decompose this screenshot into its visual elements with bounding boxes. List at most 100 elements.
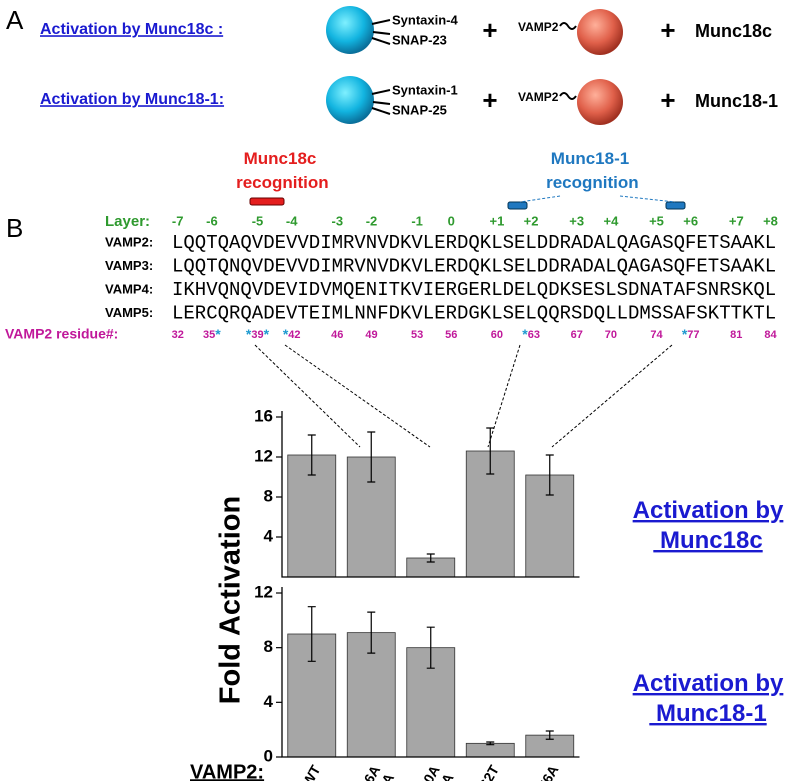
sequence: LQQTQNQVDEVVDIMRVNVDKVLERDQKLSELDDRADALQ… xyxy=(172,256,776,278)
y-tick-label: 4 xyxy=(264,692,274,711)
residue-number: 67 xyxy=(571,329,583,341)
x-tick-label: WT xyxy=(299,762,324,781)
layer-number: +6 xyxy=(683,213,698,228)
syntaxin-label: Syntaxin-4 xyxy=(392,12,459,27)
recognition-label: Munc18c recognition xyxy=(231,149,328,192)
sequence: LERCQRQADEVTEIMLNNFDKVLERDGKLSELQQRSDQLL… xyxy=(172,303,776,325)
chart-title: Activation by Munc18-1 xyxy=(633,670,784,727)
recognition-site xyxy=(665,201,686,210)
snap-label: SNAP-25 xyxy=(392,102,447,117)
error-bar xyxy=(367,611,376,654)
layer-number: +5 xyxy=(649,213,664,228)
y-tick-label: 4 xyxy=(264,526,274,545)
residue-number: 56 xyxy=(445,329,457,341)
layer-number: +2 xyxy=(524,213,539,228)
y-tick-label: 12 xyxy=(254,446,273,465)
y-tick-label: 16 xyxy=(254,406,273,425)
activation-title: Activation by Munc18c : xyxy=(40,21,223,38)
plus: + xyxy=(482,85,497,115)
y-tick-label: 0 xyxy=(264,746,273,765)
vamp-label: VAMP2 xyxy=(518,20,559,34)
layer-number: +1 xyxy=(489,213,504,228)
layer-number: -4 xyxy=(286,213,298,228)
residue-number: 84 xyxy=(764,329,777,341)
layer-number: -7 xyxy=(172,213,184,228)
panel-label: B xyxy=(6,213,23,243)
layer-number: +3 xyxy=(569,213,584,228)
residue-number: 49 xyxy=(365,329,377,341)
residue-number: 53 xyxy=(411,329,423,341)
snare-tails xyxy=(371,19,391,45)
error-bar xyxy=(367,431,376,483)
y-tick-label: 12 xyxy=(254,582,273,601)
layer-number: -5 xyxy=(252,213,264,228)
activation-title: Activation by Munc18-1: xyxy=(40,91,224,108)
error-bar xyxy=(426,626,435,669)
residue-label: VAMP2 residue#: xyxy=(5,326,118,342)
error-bar xyxy=(486,741,495,746)
error-bar xyxy=(307,434,316,476)
recognition-site xyxy=(249,197,285,206)
vamp-tail xyxy=(559,22,577,30)
residue-number: *39* xyxy=(246,326,270,342)
y-tick-label: 8 xyxy=(264,486,273,505)
residue-number: 81 xyxy=(730,329,742,341)
layer-number: +4 xyxy=(603,213,619,228)
residue-number: 32 xyxy=(172,329,184,341)
y-tick-label: 8 xyxy=(264,637,273,656)
error-bar xyxy=(426,553,435,563)
munc-label: Munc18c xyxy=(695,21,772,41)
residue-number: 46 xyxy=(331,329,343,341)
x-tick-label: D40A E41A xyxy=(409,762,456,781)
vamp-label: VAMP2 xyxy=(518,90,559,104)
layer-number: -6 xyxy=(206,213,218,228)
snap-label: SNAP-23 xyxy=(392,32,447,47)
sequence: IKHVQNQVDEVIDVMQENITKVIERGERLDELQDKSESLS… xyxy=(172,279,776,301)
x-tick-label: E62T xyxy=(471,762,502,781)
y-axis-label: Fold Activation xyxy=(215,496,247,704)
residue-number: *42 xyxy=(283,326,301,342)
panel-label: A xyxy=(6,5,24,35)
mutation-link xyxy=(254,344,673,448)
sequence-name: VAMP4: xyxy=(105,281,153,296)
bar xyxy=(465,742,515,758)
residue-number: 74 xyxy=(650,329,663,341)
recognition-link xyxy=(519,195,676,203)
recognition-label: Munc18-1 recognition xyxy=(541,149,638,192)
error-bar xyxy=(545,454,554,496)
x-axis-label: VAMP2: xyxy=(190,761,264,781)
layer-number: 0 xyxy=(448,213,455,228)
vamp-tail xyxy=(559,92,577,100)
vamp-sphere xyxy=(577,79,623,125)
sequence-name: VAMP2: xyxy=(105,234,153,249)
residue-number: 60 xyxy=(491,329,503,341)
plus: + xyxy=(482,15,497,45)
layer-number: +7 xyxy=(729,213,744,228)
residue-number: 70 xyxy=(605,329,617,341)
residue-number: 35* xyxy=(203,326,221,342)
munc-label: Munc18-1 xyxy=(695,91,778,111)
snare-tails xyxy=(371,89,391,115)
sequence-name: VAMP5: xyxy=(105,305,153,320)
syntaxin-sphere xyxy=(326,6,374,54)
axis xyxy=(281,411,580,578)
recognition-site xyxy=(507,201,528,210)
error-bar xyxy=(486,427,495,475)
layer-number: -2 xyxy=(366,213,378,228)
layer-label: Layer: xyxy=(105,213,150,230)
layer-number: -1 xyxy=(411,213,423,228)
x-tick-label: Q76A xyxy=(529,762,561,781)
syntaxin-sphere xyxy=(326,76,374,124)
sequence-name: VAMP3: xyxy=(105,258,153,273)
sequence: LQQTQAQVDEVVDIMRVNVDKVLERDQKLSELDDRADALQ… xyxy=(172,232,776,254)
residue-number: *77 xyxy=(682,326,700,342)
residue-number: *63 xyxy=(522,326,540,342)
syntaxin-label: Syntaxin-1 xyxy=(392,82,458,97)
plus: + xyxy=(660,15,675,45)
chart-title: Activation by Munc18c xyxy=(633,497,784,554)
layer-number: -3 xyxy=(332,213,344,228)
plus: + xyxy=(660,85,675,115)
axis xyxy=(281,587,580,758)
layer-number: +8 xyxy=(763,213,778,228)
